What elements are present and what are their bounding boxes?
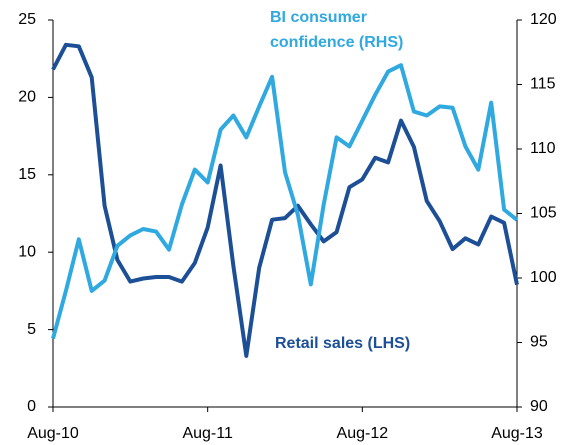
y-tick-label: 15 — [18, 166, 36, 183]
y2-tick-label: 115 — [530, 76, 556, 93]
y-tick-label: 25 — [18, 11, 36, 28]
x-tick-label: Aug-12 — [337, 425, 389, 442]
x-tick-label: Aug-11 — [182, 425, 233, 442]
y-tick-label: 20 — [18, 89, 36, 106]
y2-tick-label: 110 — [530, 140, 556, 157]
x-tick-label: Aug-13 — [491, 425, 543, 442]
annotation: Retail sales (LHS) — [275, 335, 410, 352]
x-tick-label: Aug-10 — [27, 425, 79, 442]
annotation: BI consumer — [270, 9, 367, 26]
y-tick-label: 5 — [27, 321, 36, 338]
y2-tick-label: 105 — [530, 205, 557, 222]
series-line — [51, 63, 519, 340]
y-tick-label: 10 — [18, 243, 36, 260]
y-tick-label: 0 — [27, 398, 36, 415]
annotation: confidence (RHS) — [270, 34, 403, 51]
y2-tick-label: 95 — [530, 334, 548, 351]
y2-tick-label: 120 — [530, 11, 557, 28]
y2-tick-label: 90 — [530, 398, 548, 415]
series-line — [51, 42, 519, 358]
y2-tick-label: 100 — [530, 269, 557, 286]
